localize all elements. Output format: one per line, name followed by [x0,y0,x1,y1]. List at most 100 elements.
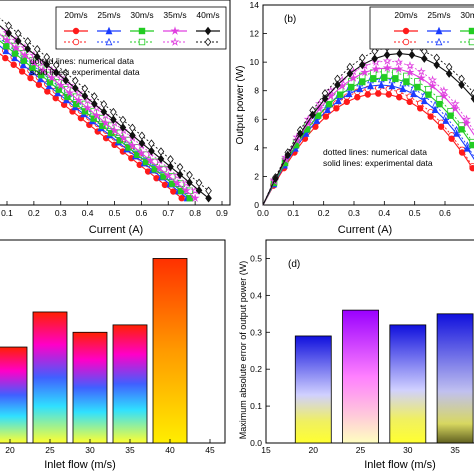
experimental-point [38,65,48,75]
experimental-point [56,80,66,90]
experimental-point [28,67,36,76]
experimental-point [172,178,182,188]
experimental-point [81,108,89,115]
panel-a: 0.1 0.2 0.3 0.4 0.5 0.6 0.7 0.8 0.9 Current (A) … [0,0,231,236]
experimental-point [92,110,102,120]
experimental-point [107,129,115,137]
experimental-point [375,90,382,97]
y-tick-label: 0.0 [250,438,262,448]
y-tick-label: 0.1 [250,401,262,411]
panel-d-y-ticks: 0.0 0.1 0.2 0.3 0.4 0.5 [250,253,270,448]
experimental-point [364,91,371,98]
experimental-point [186,178,193,187]
experimental-point [433,60,441,70]
experimental-point [399,84,407,93]
legend-dotted-marker [435,37,443,46]
panel-c-frame [0,239,226,444]
numerical-point [186,170,193,180]
panel-b-y-ticks: 0 2 4 6 8 10 12 14 [250,0,267,210]
experimental-point [403,78,410,86]
experimental-point [356,84,364,93]
x-tick-label: 35 [450,445,460,455]
experimental-point [109,125,120,135]
experimental-point [348,73,358,82]
legend-label: 30m/s [130,10,153,20]
numerical-point [24,37,32,46]
legend-label: 25m/s [97,10,120,20]
experimental-point [383,50,391,60]
numerical-point [394,57,404,67]
numerical-point [65,80,75,90]
experimental-point [321,94,329,103]
experimental-point [408,50,416,60]
x-tick-label: 0.9 [216,208,228,218]
experimental-point [19,60,27,69]
experimental-point [312,123,319,130]
experimental-point [2,54,9,62]
numerical-point [358,53,366,63]
panel-b-annotation-2: solid lines: experimental data [323,158,433,168]
experimental-point [445,69,453,78]
panel-a-annotation-1: dotted lines: numerical data [30,56,134,66]
panel-c-x-ticks: 20 25 30 35 40 45 [5,439,215,455]
x-tick-label: 0.6 [439,208,451,218]
bar-40 [152,258,188,444]
experimental-point [83,103,93,112]
panel-d-x-axis-label: Inlet flow (m/s) [364,459,436,471]
x-tick-label: 0.4 [82,208,94,218]
x-tick-label: 30 [85,445,95,455]
experimental-point [55,86,62,93]
experimental-point [157,154,165,164]
experimental-point [462,118,472,128]
experimental-point [416,105,424,112]
experimental-point [367,81,374,90]
numerical-point [176,162,184,172]
experimental-point [195,186,203,195]
numerical-point [138,131,146,140]
x-tick-label: 0.8 [189,208,201,218]
numerical-point [110,107,117,117]
y-tick-label: 4 [254,143,259,153]
experimental-point [81,91,89,101]
experimental-point [427,113,434,120]
y-tick-label: 0 [254,200,259,210]
experimental-point [272,174,279,183]
x-tick-label: 0.3 [55,208,67,218]
experimental-point [65,88,75,97]
experimental-point [431,105,439,113]
legend-solid-marker [170,26,180,35]
experimental-point [382,63,392,72]
experimental-point [2,35,12,45]
legend-solid-marker [138,27,146,35]
panel-b-x-axis-label: Current (A) [338,224,392,236]
legend-label: 20m/s [394,10,417,20]
experimental-point [463,144,471,152]
legend-label: 30m/s [460,10,474,20]
legend-dotted-marker [402,38,410,46]
experimental-point [334,96,342,105]
legend-dotted-marker [105,37,113,46]
experimental-point [337,91,344,98]
experimental-point [448,135,455,142]
experimental-point [442,116,450,124]
experimental-point [18,68,26,75]
x-tick-label: 0.4 [378,208,390,218]
experimental-point [177,187,185,195]
experimental-point [5,28,12,38]
experimental-point [90,115,97,122]
experimental-point [359,78,366,86]
panel-d-label: (d) [288,259,300,270]
legend-solid-marker [468,27,474,35]
experimental-point [296,129,304,138]
bar-35 [112,324,148,444]
legend-solid-marker [72,27,80,35]
experimental-point [381,74,388,82]
experimental-point [394,64,404,73]
experimental-point [47,73,57,82]
legend-dotted-marker [468,38,474,46]
panel-b-annotation-1: dotted lines: numerical data [323,147,427,157]
experimental-point [421,54,428,63]
bar-25 [342,309,379,444]
experimental-point [73,100,80,108]
numerical-point [81,84,89,93]
